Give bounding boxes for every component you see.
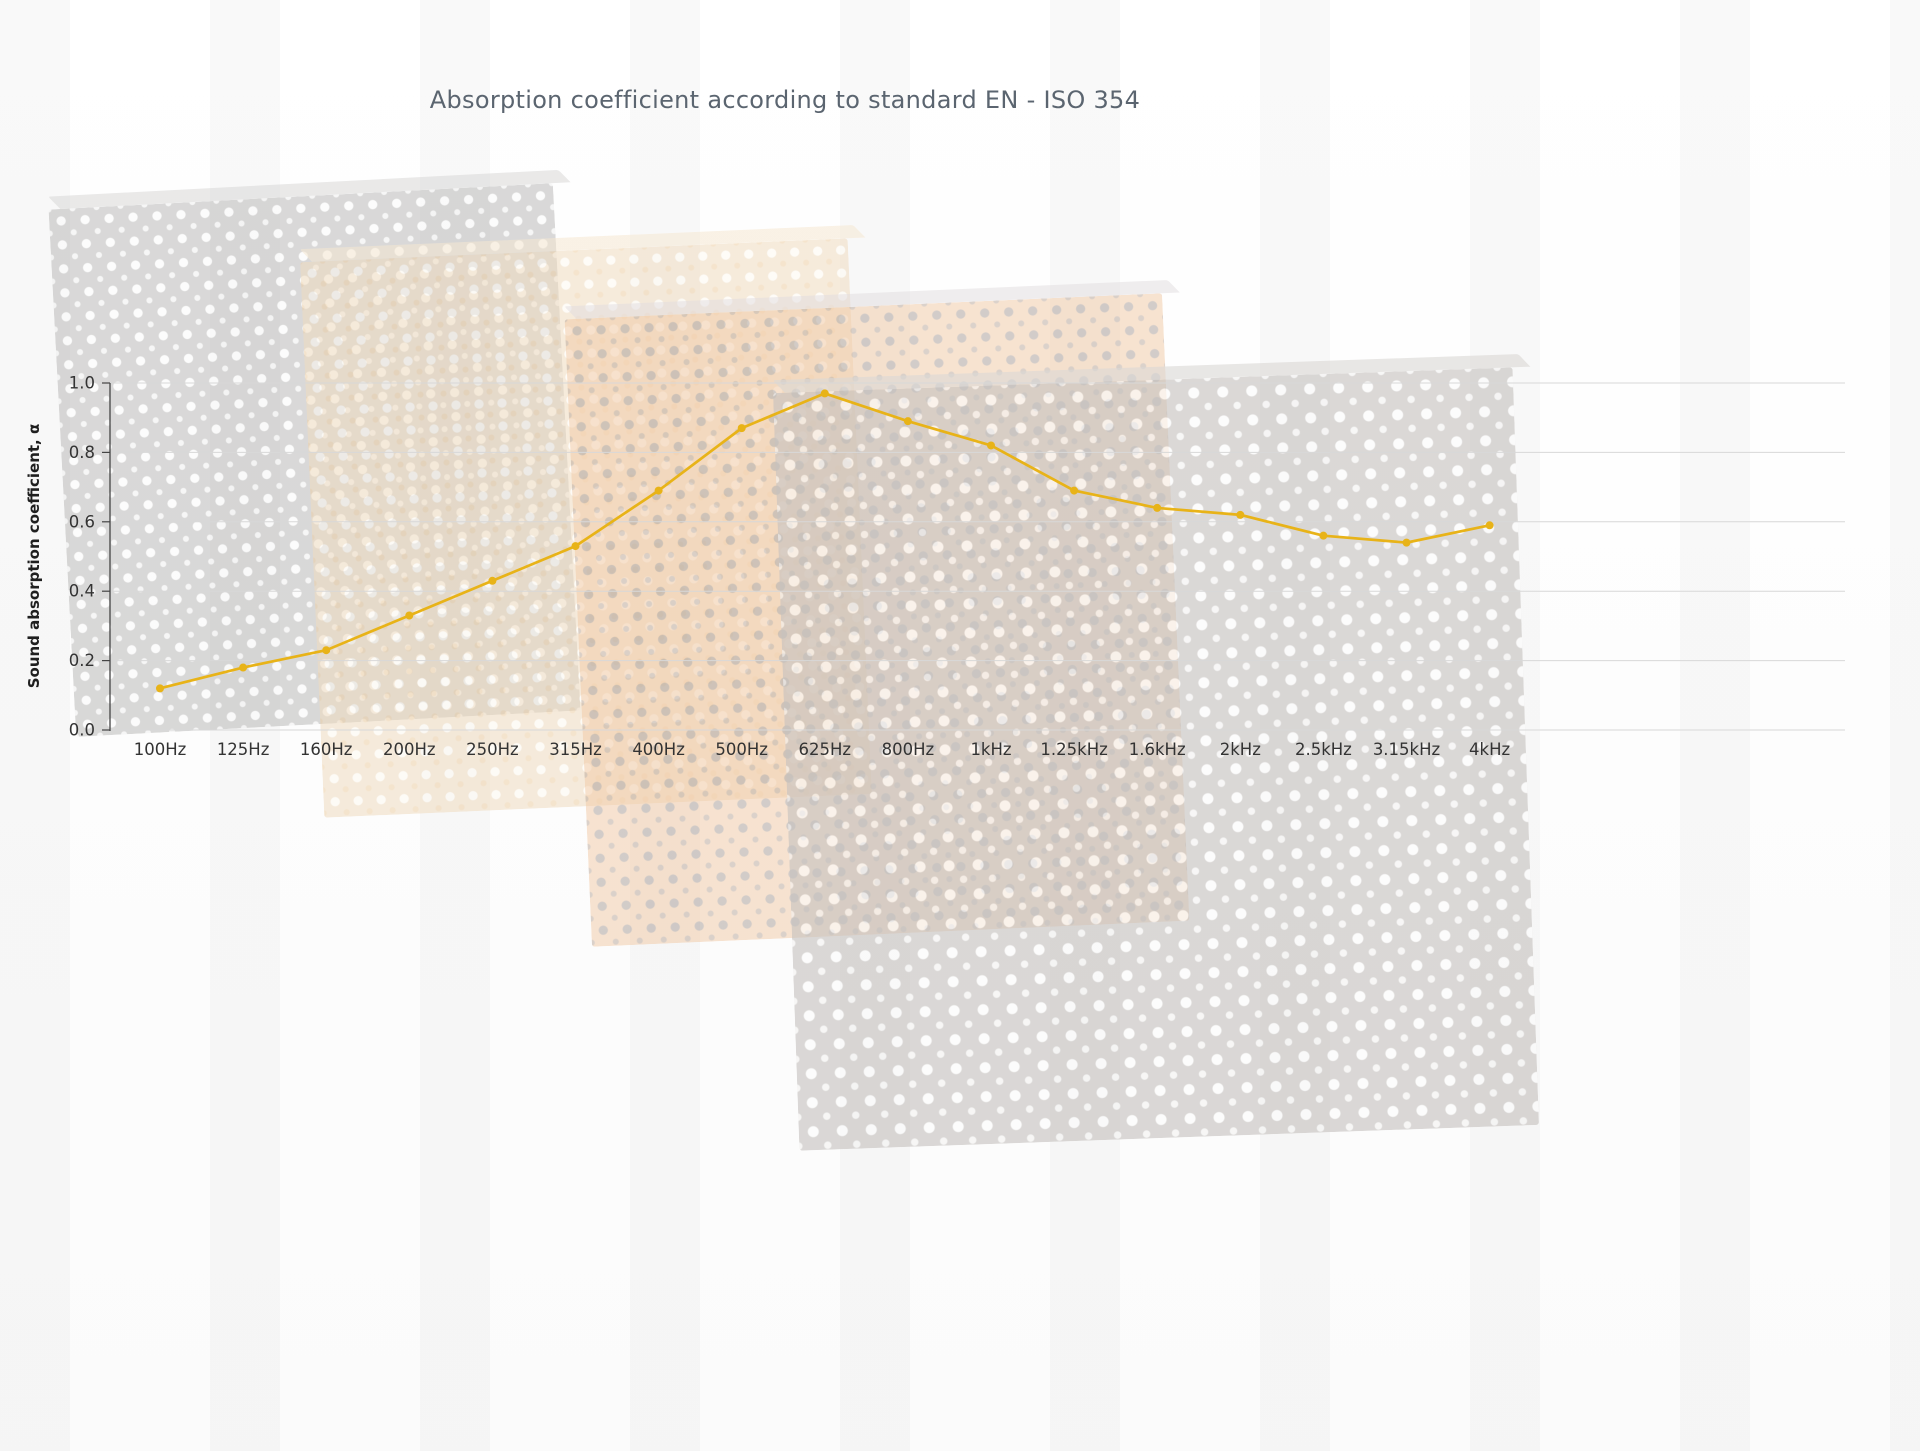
data-point [654,486,663,495]
x-tick-label: 1.25kHz [1040,740,1107,759]
data-point [820,389,829,398]
x-tick-label: 4kHz [1469,740,1510,759]
x-tick-label: 200Hz [383,740,436,759]
y-tick-label: 0.2 [69,651,95,670]
x-tick-label: 3.15kHz [1373,740,1440,759]
y-tick-label: 0.8 [69,443,95,462]
x-tick-label: 125Hz [217,740,270,759]
x-tick-label: 250Hz [466,740,519,759]
x-tick-label: 2kHz [1220,740,1261,759]
x-tick-label: 2.5kHz [1295,740,1352,759]
data-point [322,646,331,655]
y-tick-label: 0.4 [69,582,95,601]
chart-title: Absorption coefficient according to stan… [429,86,1141,114]
data-point [239,663,248,672]
data-point [488,576,497,585]
x-tick-label: 315Hz [549,740,602,759]
x-tick-label: 160Hz [300,740,353,759]
x-tick-label: 400Hz [632,740,685,759]
data-point [737,424,746,433]
x-tick-label: 1.6kHz [1129,740,1186,759]
x-tick-label: 800Hz [882,740,935,759]
data-point [1236,510,1245,519]
data-point [1319,531,1328,540]
data-point [156,684,164,693]
data-point [405,611,414,620]
x-tick-label: 500Hz [715,740,768,759]
x-tick-label: 100Hz [134,740,187,759]
data-point [1153,503,1162,512]
data-point [987,441,995,450]
y-tick-label: 0.0 [69,721,95,740]
series-line [158,392,1491,690]
y-tick-label: 0.6 [69,512,95,531]
data-point [571,542,580,551]
y-tick-label: 1.0 [69,374,95,393]
x-tick-label: 625Hz [799,740,852,759]
data-point [1485,521,1494,530]
x-tick-label: 1kHz [970,740,1011,759]
data-point [903,417,912,426]
data-point [1070,486,1079,495]
data-point [1402,538,1411,547]
